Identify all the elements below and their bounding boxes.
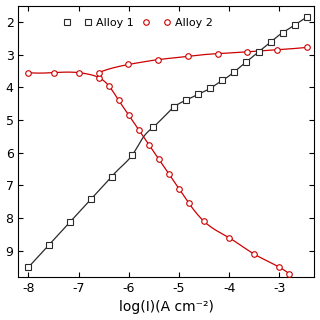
Alloy 2 <box>107 84 111 88</box>
Alloy 2 <box>187 202 191 205</box>
Alloy 2 <box>227 236 231 240</box>
Alloy 1 <box>27 265 30 269</box>
Alloy 1 <box>151 125 155 129</box>
Alloy 2 <box>127 113 131 117</box>
Alloy 2 <box>167 172 171 176</box>
Alloy 2 <box>157 157 161 161</box>
Line: Alloy 1: Alloy 1 <box>26 104 177 270</box>
Alloy 2 <box>77 71 81 75</box>
Alloy 1 <box>172 105 176 109</box>
Alloy 2 <box>177 187 181 191</box>
Legend: Alloy 1, Alloy 2: Alloy 1, Alloy 2 <box>60 14 217 33</box>
Alloy 1 <box>68 220 72 224</box>
X-axis label: log(I)(A cm⁻²): log(I)(A cm⁻²) <box>119 300 214 315</box>
Alloy 2 <box>277 265 281 269</box>
Alloy 1 <box>110 175 114 179</box>
Alloy 2 <box>52 71 55 75</box>
Alloy 2 <box>117 99 121 102</box>
Alloy 2 <box>97 76 100 79</box>
Alloy 2 <box>147 143 151 147</box>
Alloy 2 <box>287 272 291 276</box>
Alloy 2 <box>27 71 30 75</box>
Alloy 1 <box>47 243 51 246</box>
Line: Alloy 2: Alloy 2 <box>26 70 292 276</box>
Alloy 2 <box>252 252 256 256</box>
Alloy 2 <box>137 128 141 132</box>
Alloy 1 <box>89 197 93 201</box>
Alloy 1 <box>131 153 134 157</box>
Alloy 2 <box>202 220 206 223</box>
